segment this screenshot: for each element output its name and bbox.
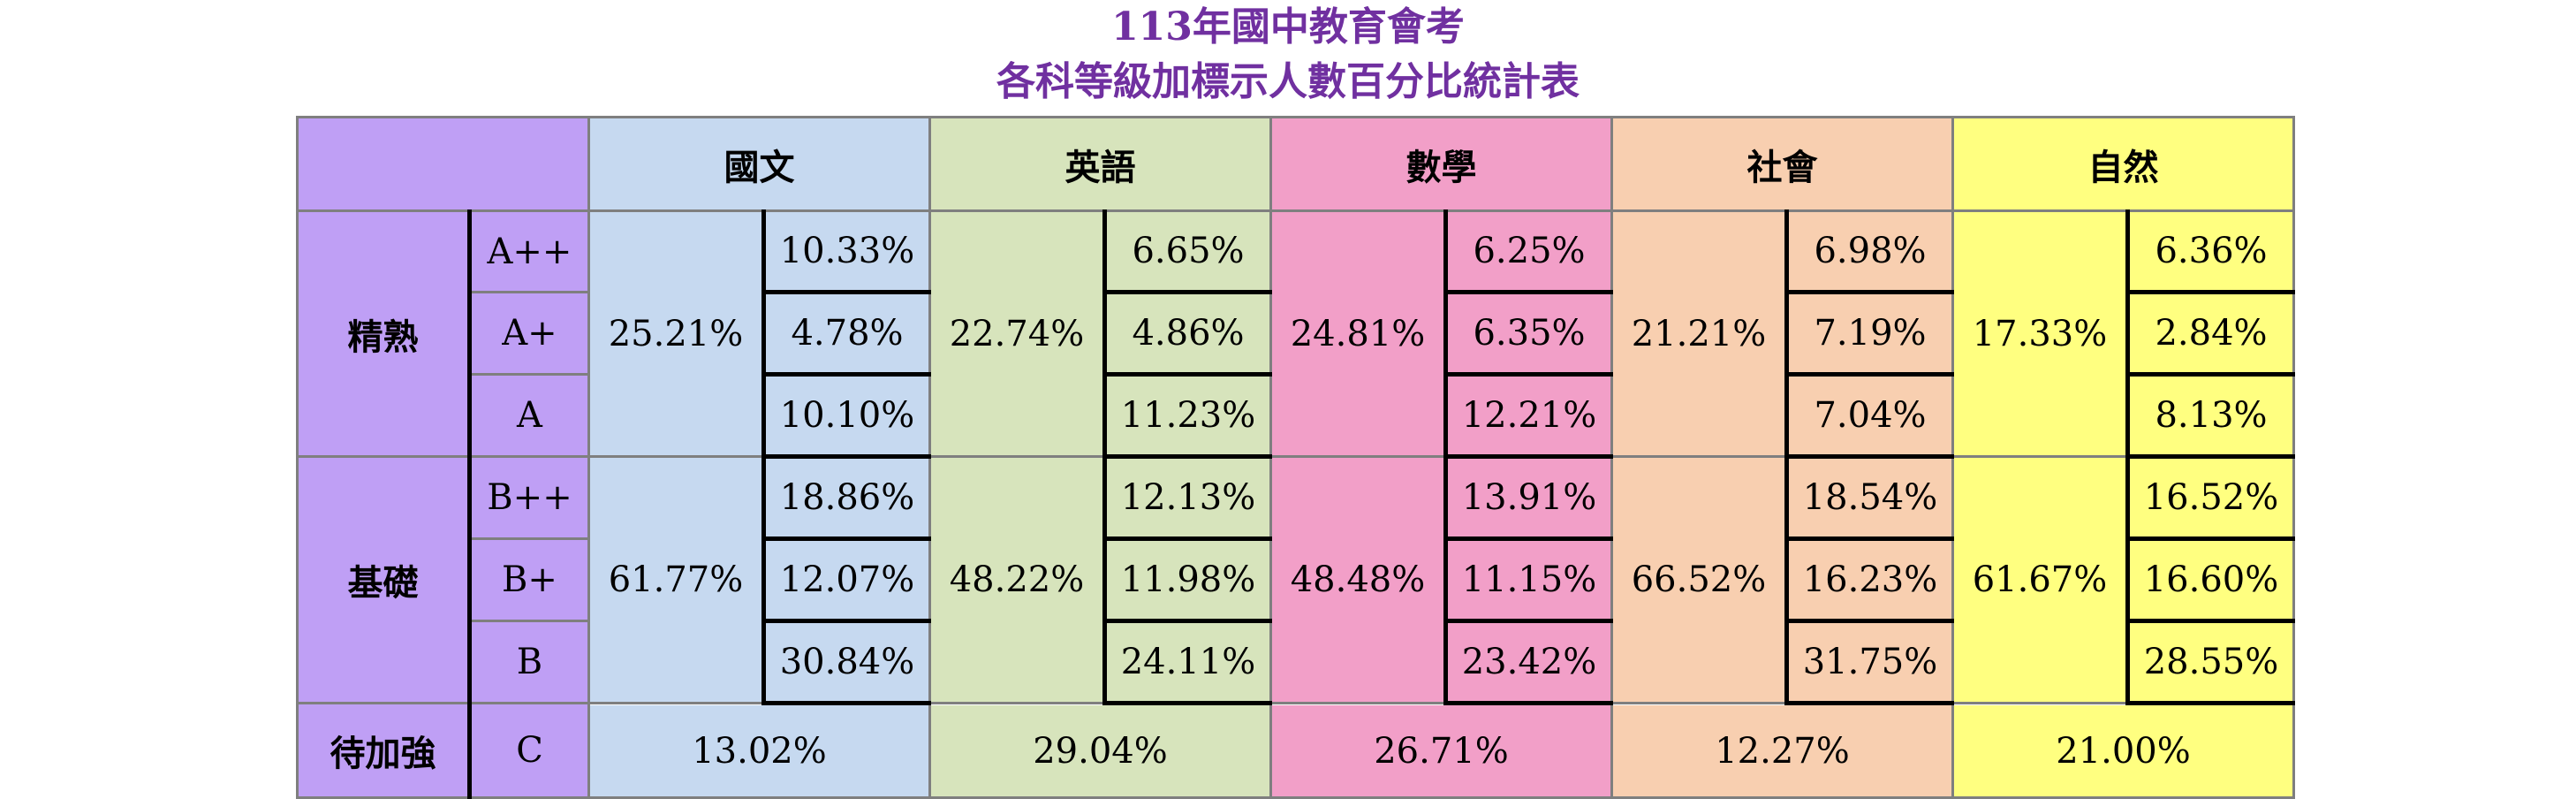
- level-value: 18.54%: [1784, 455, 1954, 541]
- level-value: 7.04%: [1784, 373, 1954, 459]
- level-value: 11.15%: [1443, 537, 1613, 623]
- level-label: A++: [467, 209, 590, 293]
- group-label-basic: 基礎: [296, 455, 471, 704]
- level-label: B+: [467, 537, 590, 622]
- subject-header-science: 自然: [1951, 116, 2295, 212]
- level-value: 4.86%: [1102, 291, 1272, 377]
- table-subtitle: 各科等級加標示人數百分比統計表: [996, 59, 1580, 104]
- level-label: B++: [467, 455, 590, 540]
- group-total: 25.21%: [587, 209, 765, 458]
- group-total: 61.67%: [1951, 455, 2129, 704]
- level-value: 6.65%: [1102, 209, 1272, 294]
- subject-header-chinese: 國文: [587, 116, 931, 212]
- level-value: 18.86%: [761, 455, 931, 541]
- level-value: 6.35%: [1443, 291, 1613, 377]
- level-value: 10.33%: [761, 209, 931, 294]
- group-label-proficient: 精熟: [296, 209, 471, 458]
- level-value: 13.91%: [1443, 455, 1613, 541]
- table-title: 113年國中教育會考: [1111, 4, 1465, 49]
- level-value: 8.13%: [2125, 373, 2295, 459]
- level-value: 16.52%: [2125, 455, 2295, 541]
- group-total: 66.52%: [1610, 455, 1788, 704]
- subject-header-social: 社會: [1610, 116, 1954, 212]
- header-corner-cell: [296, 116, 590, 212]
- level-value: 30.84%: [761, 620, 931, 705]
- level-value: 31.75%: [1784, 620, 1954, 705]
- level-value: 4.78%: [761, 291, 931, 377]
- level-value: 12.13%: [1102, 455, 1272, 541]
- table-row: A 10.10% 11.23% 12.21% 7.04% 8.13%: [298, 373, 2295, 459]
- level-value: 6.25%: [1443, 209, 1613, 294]
- table-row: 精熟 A++ 25.21% 10.33% 22.74% 6.65% 24.81%…: [296, 209, 2295, 458]
- level-value: 11.23%: [1102, 373, 1272, 459]
- subject-header-math: 數學: [1269, 116, 1613, 212]
- level-value: 16.23%: [1784, 537, 1954, 623]
- level-value: 26.71%: [1269, 702, 1613, 799]
- table-row: B+ 12.07% 11.98% 11.15% 16.23% 16.60%: [298, 537, 2295, 623]
- table-row: A+ 4.78% 4.86% 6.35% 7.19% 2.84%: [298, 291, 2295, 377]
- level-value: 23.42%: [1443, 620, 1613, 705]
- level-value: 6.36%: [2125, 209, 2295, 294]
- subject-header-english: 英語: [928, 116, 1272, 212]
- level-value: 12.07%: [761, 537, 931, 623]
- level-value: 21.00%: [1951, 702, 2295, 799]
- level-value: 12.27%: [1610, 702, 1954, 799]
- level-label: B: [467, 620, 590, 704]
- group-total: 48.48%: [1269, 455, 1447, 704]
- level-value: 10.10%: [761, 373, 931, 459]
- group-total: 24.81%: [1269, 209, 1447, 458]
- table-row: B 30.84% 24.11% 23.42% 31.75% 28.55%: [298, 620, 2295, 705]
- level-label: A+: [467, 291, 590, 376]
- level-value: 6.98%: [1784, 209, 1954, 294]
- level-value: 2.84%: [2125, 291, 2295, 377]
- group-label-needs-improvement: 待加強: [296, 702, 471, 799]
- group-total: 22.74%: [928, 209, 1106, 458]
- header-row: 國文 英語 數學 社會 自然: [296, 116, 2295, 212]
- level-value: 28.55%: [2125, 620, 2295, 705]
- table-row: 基礎 B++ 61.77% 18.86% 48.22% 12.13% 48.48…: [296, 455, 2295, 704]
- level-value: 29.04%: [928, 702, 1272, 799]
- level-value: 24.11%: [1102, 620, 1272, 705]
- group-total: 48.22%: [928, 455, 1106, 704]
- level-value: 7.19%: [1784, 291, 1954, 377]
- level-label: C: [467, 702, 590, 799]
- level-value: 11.98%: [1102, 537, 1272, 623]
- group-total: 21.21%: [1610, 209, 1788, 458]
- group-total: 17.33%: [1951, 209, 2129, 458]
- group-total: 61.77%: [587, 455, 765, 704]
- level-value: 16.60%: [2125, 537, 2295, 623]
- grade-percentage-table: 國文 英語 數學 社會 自然 精熟 A++ 25.21% 10.33% 22.7…: [296, 116, 2295, 799]
- level-value: 12.21%: [1443, 373, 1613, 459]
- level-label: A: [467, 373, 590, 458]
- table-row: 待加強 C 13.02% 29.04% 26.71% 12.27% 21.00%: [296, 702, 2295, 799]
- level-value: 13.02%: [587, 702, 931, 799]
